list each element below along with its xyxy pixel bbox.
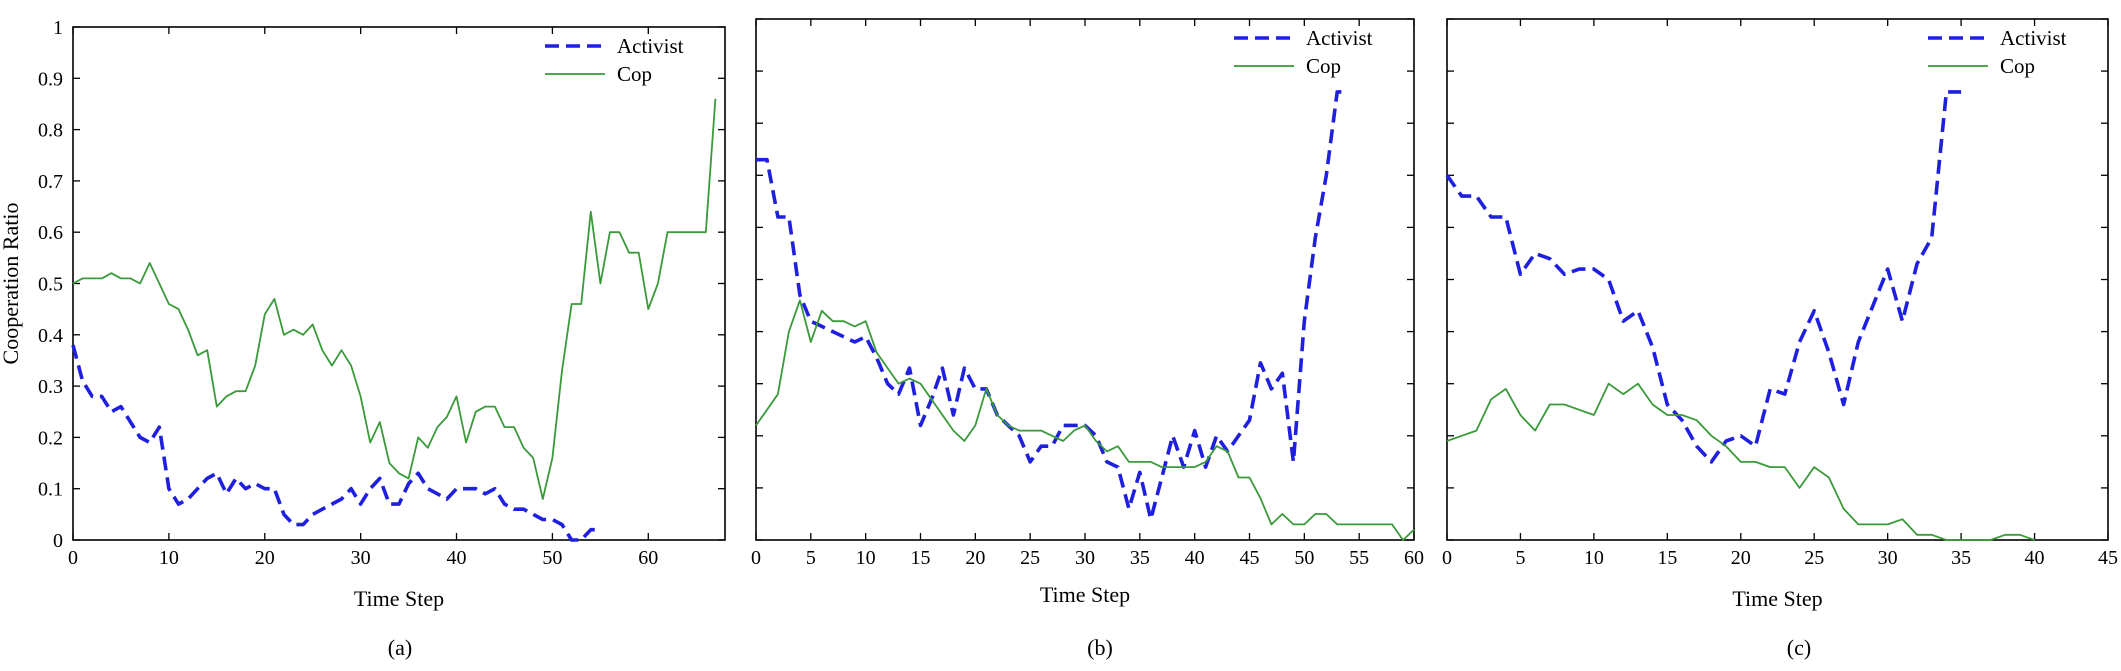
x-tick-label: 40 <box>447 547 467 569</box>
y-tick-label: 0.2 <box>38 427 63 449</box>
plot-frame <box>1446 18 2109 541</box>
series-line-activist <box>1445 90 1962 464</box>
x-tick-label: 30 <box>1075 547 1095 569</box>
series-line-cop <box>72 98 717 500</box>
legend-label-activist: Activist <box>2000 26 2067 50</box>
x-tick-label: 25 <box>1804 547 1824 569</box>
x-tick-label: 45 <box>1240 547 1260 569</box>
y-tick-label: 0.8 <box>38 120 63 142</box>
y-tick-label: 0.4 <box>38 325 63 347</box>
y-tick-label: 0.6 <box>38 222 63 244</box>
chart-panel-0: 0 10 20 30 40 50 60 0 0.1 0.2 0.3 0.4 0.5 0.6 0.7 0.8 0.… <box>0 17 726 660</box>
x-tick-label: 20 <box>1731 547 1751 569</box>
x-tick-label: 60 <box>638 547 658 569</box>
y-axis-label: Cooperation Ratio <box>0 203 23 365</box>
y-tick-label: 1 <box>53 17 63 39</box>
x-tick-label: 25 <box>1020 547 1040 569</box>
legend-label-activist: Activist <box>1306 26 1373 50</box>
x-tick-label: 0 <box>1442 547 1452 569</box>
legend-label-activist: Activist <box>617 34 684 58</box>
x-tick-label: 10 <box>159 547 179 569</box>
y-tick-label: 0.7 <box>38 171 63 193</box>
y-tick-label: 0 <box>53 530 63 552</box>
x-tick-label: 20 <box>965 547 985 569</box>
x-axis-label: Time Step <box>1040 582 1130 607</box>
x-axis-label: Time Step <box>1732 586 1822 611</box>
x-tick-label: 10 <box>1584 547 1604 569</box>
x-tick-label: 0 <box>68 547 78 569</box>
x-tick-label: 30 <box>1878 547 1898 569</box>
x-tick-label: 60 <box>1404 547 1424 569</box>
x-tick-label: 40 <box>1185 547 1205 569</box>
x-tick-label: 20 <box>255 547 275 569</box>
y-tick-label: 0.9 <box>38 68 63 90</box>
legend-label-cop: Cop <box>1306 54 1341 78</box>
x-tick-label: 55 <box>1349 547 1369 569</box>
x-tick-label: 35 <box>1951 547 1971 569</box>
x-axis-label: Time Step <box>354 586 444 611</box>
chart-panel-1: 0 5 10 15 20 25 30 35 40 45 50 55 60 Time Step Activis… <box>751 18 1424 660</box>
x-tick-label: 40 <box>2025 547 2045 569</box>
x-tick-label: 0 <box>751 547 761 569</box>
x-tick-label: 15 <box>1657 547 1677 569</box>
x-tick-label: 50 <box>1294 547 1314 569</box>
series-line-cop <box>755 299 1415 541</box>
chart-panel-2: 0 5 10 15 20 25 30 35 40 45 Time Step Activist Cop (c… <box>1442 18 2118 660</box>
legend-label-cop: Cop <box>2000 54 2035 78</box>
x-tick-label: 30 <box>351 547 371 569</box>
x-tick-label: 5 <box>806 547 816 569</box>
x-tick-label: 45 <box>2098 547 2118 569</box>
panel-label: (b) <box>1087 635 1113 660</box>
panel-label: (a) <box>388 635 412 660</box>
x-tick-label: 50 <box>542 547 562 569</box>
series-line-activist <box>756 90 1349 522</box>
plot-frame <box>755 18 1415 541</box>
y-tick-label: 0.5 <box>38 274 63 296</box>
series-line-activist <box>71 344 601 542</box>
x-tick-label: 35 <box>1130 547 1150 569</box>
y-tick-label: 0.1 <box>38 479 63 501</box>
y-tick-label: 0.3 <box>38 376 63 398</box>
series-line-cop <box>1446 382 2035 541</box>
x-tick-label: 10 <box>856 547 876 569</box>
x-tick-label: 5 <box>1515 547 1525 569</box>
x-tick-label: 15 <box>911 547 931 569</box>
plot-frame <box>72 26 726 541</box>
legend-label-cop: Cop <box>617 62 652 86</box>
panel-label: (c) <box>1787 635 1811 660</box>
